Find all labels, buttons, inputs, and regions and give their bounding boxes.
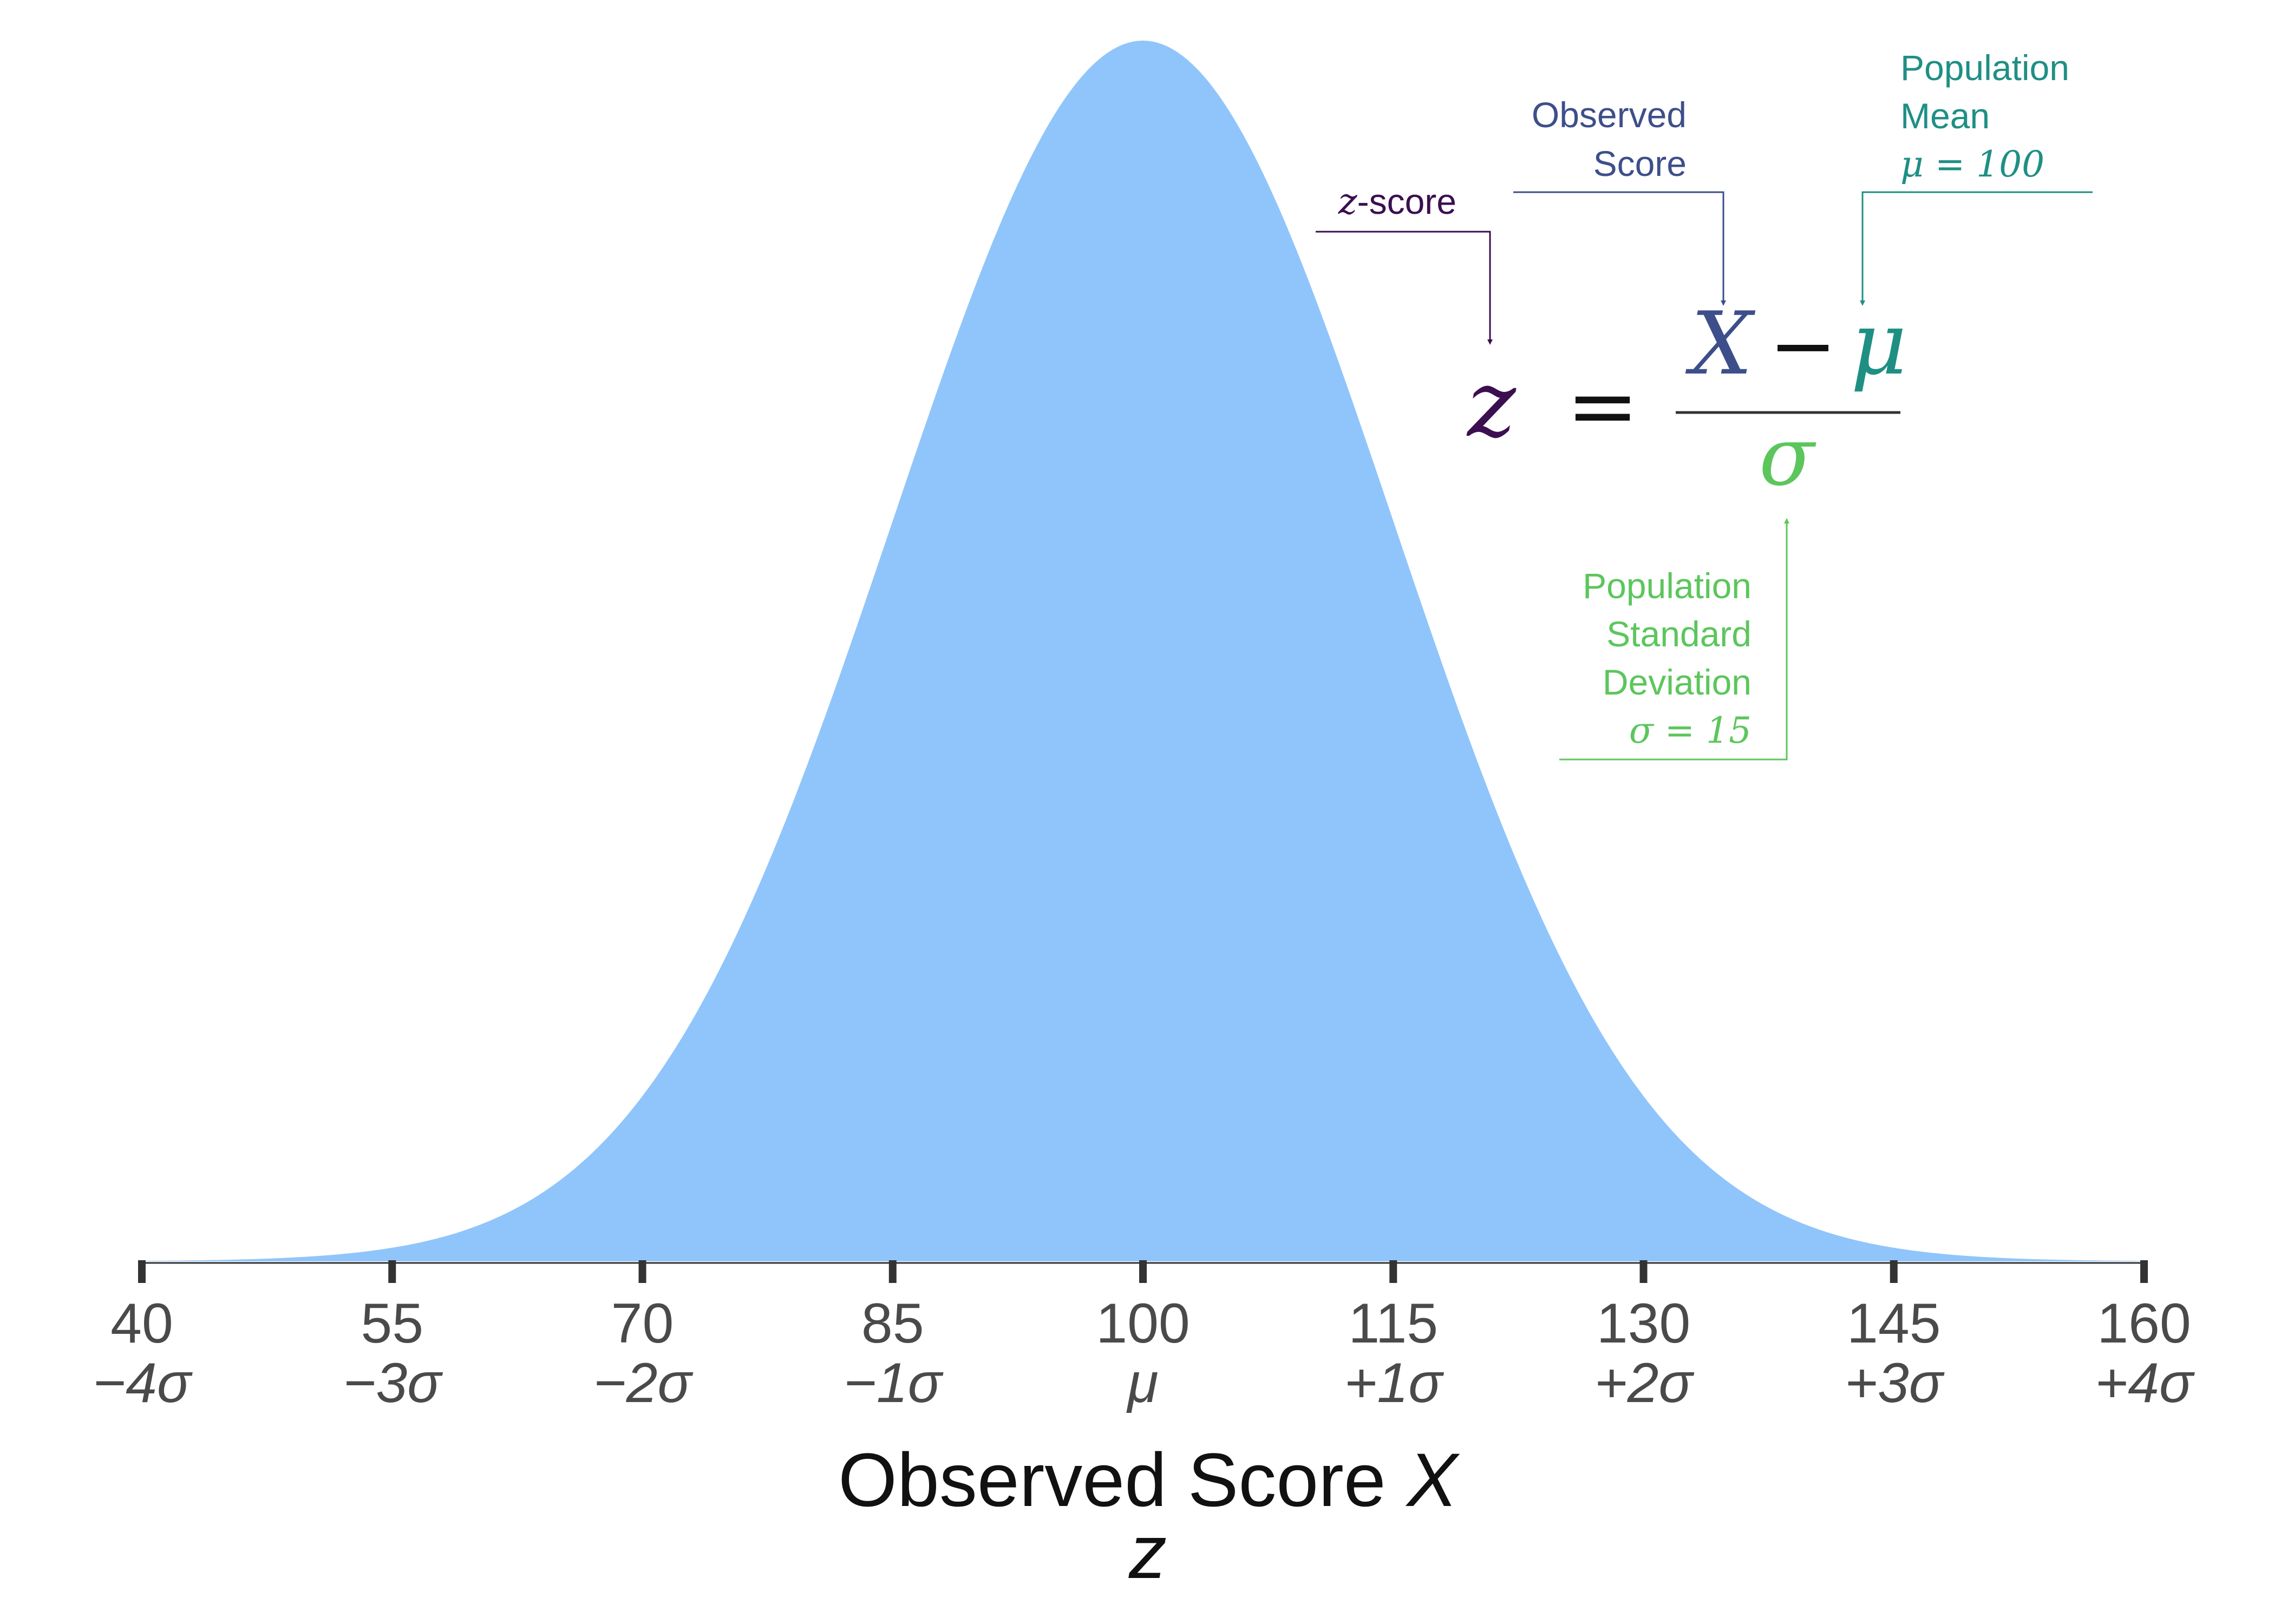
x-tick-label: 160: [2097, 1292, 2191, 1355]
observed-leader: [1513, 191, 1726, 306]
x-tick-z-label: +3σ: [1845, 1352, 1945, 1415]
sd-label-line3: Deviation: [1603, 662, 1752, 702]
x-tick-label: 70: [611, 1292, 674, 1355]
sd-label-line1: Population: [1583, 566, 1752, 606]
x-axis-subtitle: z: [1128, 1509, 1167, 1594]
z-score-formula: z = X − μ σ: [1466, 293, 1907, 504]
z-score-leader: [1316, 231, 1493, 345]
x-axis-title: Observed Score X: [838, 1437, 1460, 1522]
formula-z: z: [1466, 351, 1517, 458]
formula-mu: μ: [1851, 293, 1907, 394]
mean-label-line3: μ = 100: [1900, 143, 2044, 185]
density-area: [142, 41, 2144, 1261]
x-tick-z-label: −3σ: [343, 1352, 443, 1415]
x-tick-z-label: μ: [1126, 1352, 1159, 1415]
sd-label-line2: Standard: [1606, 614, 1752, 654]
x-axis-title-text: Observed Score: [838, 1437, 1407, 1522]
observed-score-annotation: Observed Score: [1513, 95, 1726, 306]
x-tick-label: 100: [1096, 1292, 1190, 1355]
z-score-annotation: z-score: [1316, 181, 1493, 345]
x-axis: 40−4σ55−3σ70−2σ85−1σ100μ115+1σ130+2σ145+…: [93, 1260, 2195, 1415]
formula-equals: =: [1566, 355, 1639, 456]
x-tick-label: 55: [361, 1292, 423, 1355]
x-axis-title-var: X: [1406, 1437, 1460, 1522]
population-sd-annotation: Population Standard Deviation σ = 15: [1559, 518, 1789, 761]
sd-label-line4: σ = 15: [1629, 710, 1752, 751]
x-tick-label: 85: [861, 1292, 924, 1355]
x-tick-z-label: −2σ: [593, 1352, 694, 1415]
formula-minus: −: [1769, 299, 1837, 393]
x-tick-label: 115: [1348, 1292, 1438, 1355]
observed-label-line2: Score: [1593, 143, 1687, 184]
x-tick-label: 145: [1847, 1292, 1941, 1355]
mean-label-line2: Mean: [1900, 96, 1990, 136]
z-score-label-var: z: [1338, 181, 1358, 222]
z-score-label: z-score: [1338, 181, 1456, 222]
mean-leader: [1860, 191, 2093, 306]
x-tick-label: 130: [1597, 1292, 1691, 1355]
mean-label-line1: Population: [1900, 48, 2069, 88]
formula-x: X: [1685, 293, 1756, 394]
x-tick-z-label: +4σ: [2095, 1352, 2195, 1415]
population-mean-annotation: Population Mean μ = 100: [1860, 48, 2093, 306]
formula-sigma: σ: [1759, 410, 1816, 504]
x-tick-label: 40: [110, 1292, 173, 1355]
z-score-label-text: -score: [1357, 181, 1456, 221]
x-tick-z-label: −4σ: [93, 1352, 193, 1415]
x-tick-z-label: +1σ: [1344, 1352, 1445, 1415]
x-tick-z-label: +2σ: [1595, 1352, 1695, 1415]
x-tick-z-label: −1σ: [844, 1352, 944, 1415]
observed-label-line1: Observed: [1532, 95, 1687, 135]
sd-leader: [1559, 518, 1789, 761]
